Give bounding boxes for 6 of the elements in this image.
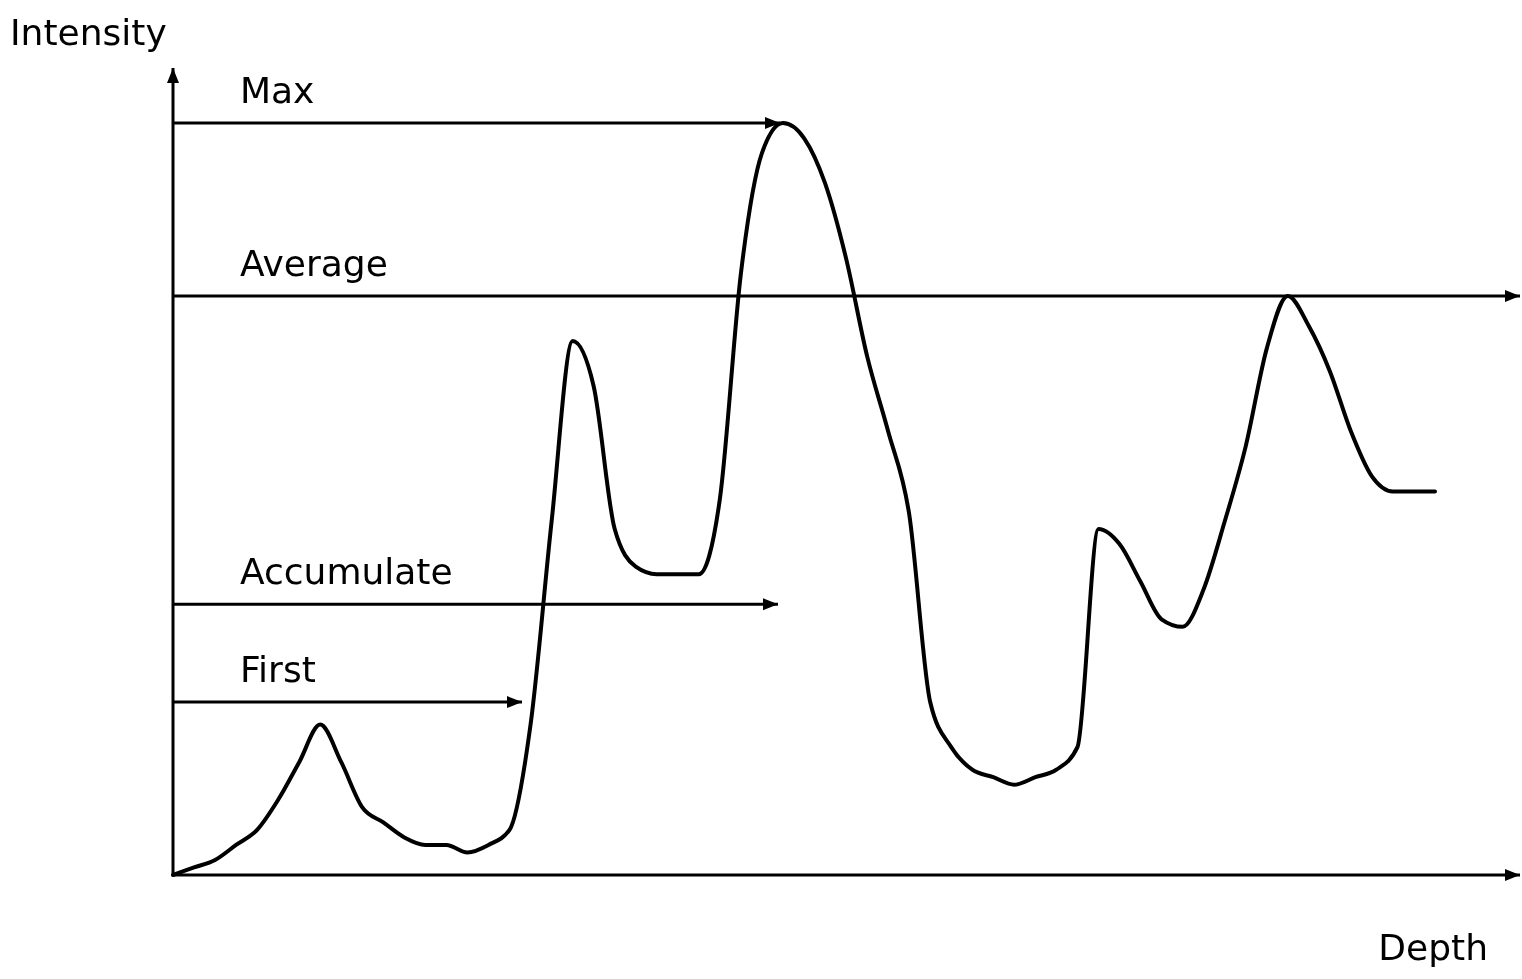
ref-line-label: First — [240, 649, 316, 691]
ref-line-label: Accumulate — [240, 551, 453, 593]
x-axis-title: Depth — [1378, 927, 1488, 968]
y-axis-title: Intensity — [10, 12, 167, 53]
ref-line-label: Max — [240, 70, 315, 111]
ref-line-label: Average — [240, 242, 388, 284]
